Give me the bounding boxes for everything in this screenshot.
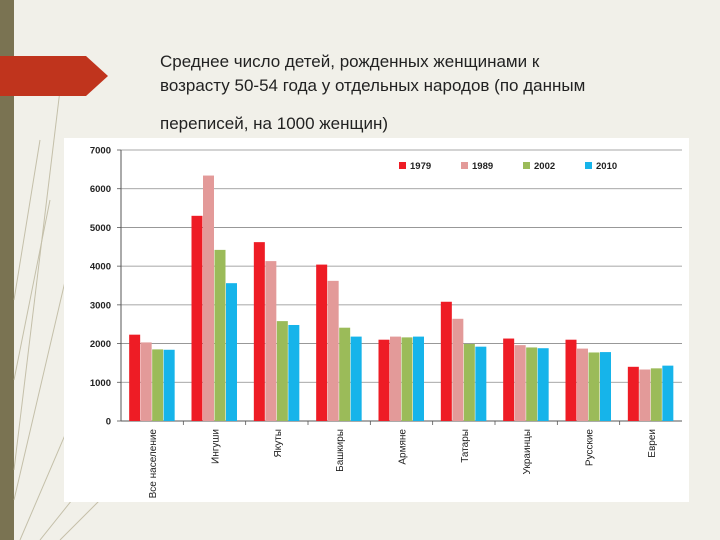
bar-1979: [129, 334, 141, 421]
legend-label: 1989: [472, 161, 493, 172]
x-category-label: Русские: [585, 429, 596, 467]
bar-2010: [163, 349, 175, 421]
legend-swatch: [399, 162, 406, 169]
title-line-1: Среднее число детей, рожденных женщинами…: [160, 52, 540, 71]
bar-1979: [191, 215, 203, 421]
x-category-label: Татары: [460, 429, 471, 463]
legend-swatch: [523, 162, 530, 169]
bar-chart: 0 1000 2000 3000 4000 5000 6000 7000 Все населен…: [90, 146, 682, 499]
slide-title: Среднее число детей, рожденных женщинами…: [160, 50, 680, 136]
bar-2002: [650, 368, 662, 421]
bar-2010: [662, 365, 674, 421]
title-line-2: возрасту 50-54 года у отдельных народов …: [160, 76, 586, 95]
bar-2002: [276, 321, 288, 421]
y-tick-label: 4000: [90, 262, 111, 273]
bar-2002: [588, 352, 600, 421]
bar-2010: [350, 336, 362, 421]
bar-1989: [390, 336, 401, 421]
x-category-label: Евреи: [647, 429, 658, 458]
bar-1989: [452, 318, 464, 421]
bar-2010: [288, 324, 300, 421]
title-line-3: переписей, на 1000 женщин): [160, 114, 389, 133]
y-tick-label: 6000: [90, 184, 111, 195]
legend-label: 2010: [596, 161, 617, 172]
legend-label: 1979: [410, 161, 431, 172]
bar-2002: [339, 327, 351, 421]
bar-2010: [475, 346, 487, 421]
bar-1989: [514, 345, 526, 421]
x-category-label: Все население: [148, 429, 159, 499]
bar-2010: [537, 348, 549, 421]
bar-1979: [565, 339, 577, 421]
x-category-label: Башкиры: [335, 429, 346, 472]
title-arrow-tab: [0, 56, 108, 96]
bar-2010: [413, 336, 424, 421]
legend-swatch: [461, 162, 468, 169]
bar-2002: [214, 249, 226, 421]
left-accent-bar: [0, 0, 14, 540]
bar-1989: [327, 280, 339, 421]
y-tick-label: 5000: [90, 223, 111, 234]
bar-1979: [627, 366, 639, 421]
y-tick-label: 0: [106, 417, 111, 428]
bar-1979: [378, 339, 390, 421]
x-category-label: Ингуши: [211, 429, 222, 464]
y-tick-label: 3000: [90, 300, 111, 311]
bar-1989: [140, 342, 152, 421]
bar-1989: [265, 261, 277, 421]
bar-1979: [503, 338, 515, 421]
bar-2010: [226, 283, 237, 421]
bar-2002: [152, 349, 164, 421]
bar-1979: [440, 301, 452, 421]
bar-1979: [253, 242, 265, 421]
chart-container: 0 1000 2000 3000 4000 5000 6000 7000 Все населен…: [64, 138, 689, 502]
y-tick-label: 2000: [90, 339, 111, 350]
bar-2002: [526, 347, 538, 421]
bar-2010: [600, 352, 611, 421]
bar-1989: [203, 175, 214, 421]
bar-2002: [401, 337, 413, 421]
bar-1979: [316, 264, 328, 421]
x-category-label: Армяне: [398, 429, 409, 465]
bar-1989: [577, 348, 588, 421]
legend-label: 2002: [534, 161, 555, 172]
y-tick-label: 7000: [90, 146, 111, 157]
x-category-label: Якуты: [273, 429, 284, 457]
legend-swatch: [585, 162, 592, 169]
bar-2002: [463, 343, 475, 421]
y-tick-label: 1000: [90, 378, 111, 389]
bar-1989: [639, 369, 651, 421]
x-category-label: Украинцы: [522, 429, 533, 474]
